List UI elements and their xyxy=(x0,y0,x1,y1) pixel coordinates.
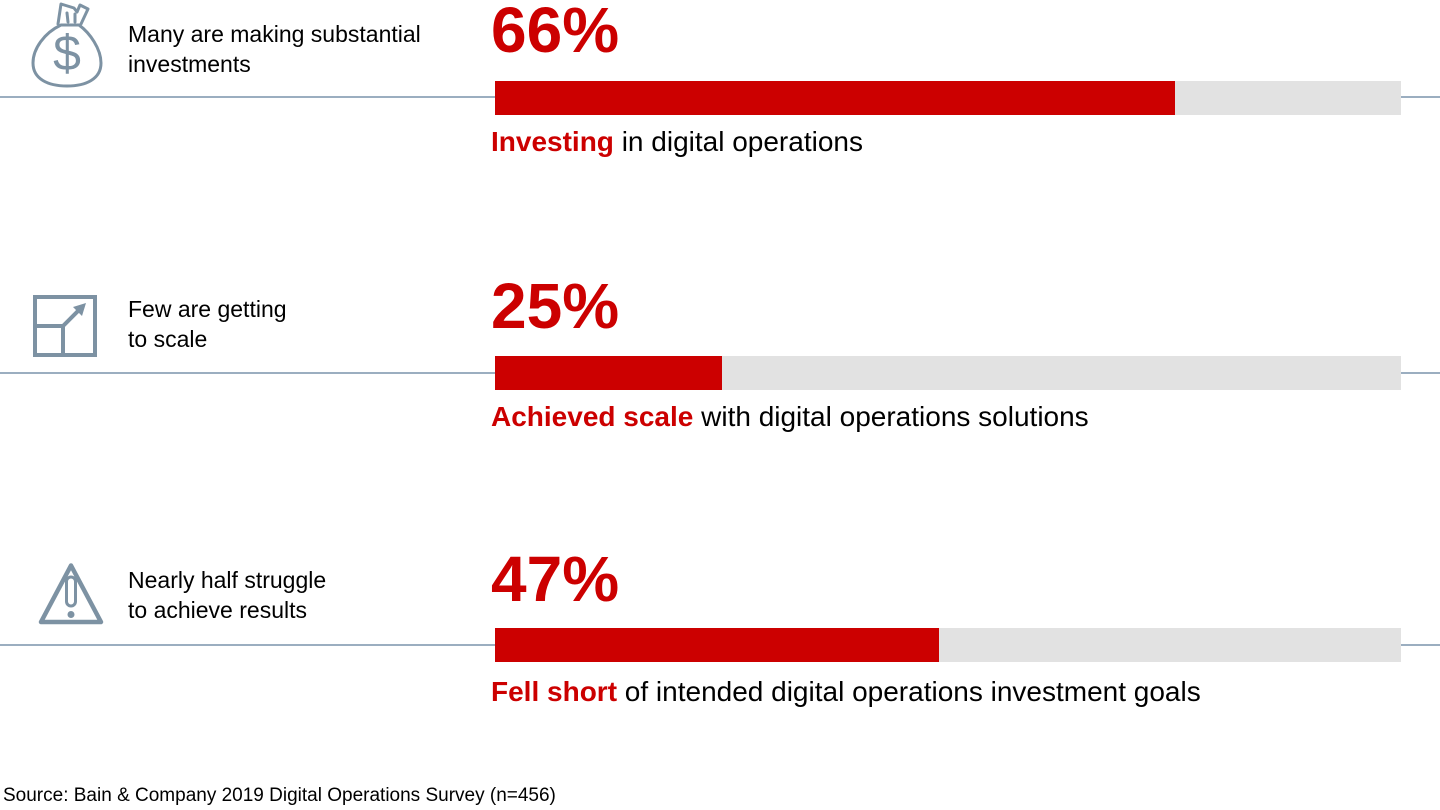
money-bag-icon: $ xyxy=(25,0,109,88)
row-caption: Achieved scale with digital operations s… xyxy=(491,400,1089,434)
row-value: 47% xyxy=(491,543,620,615)
warning-triangle-icon xyxy=(37,561,105,628)
row-caption: Investing in digital operations xyxy=(491,125,863,159)
caption-rest: in digital operations xyxy=(613,126,863,157)
row-label: Many are making substantial investments xyxy=(128,21,421,77)
caption-highlight: Investing xyxy=(491,126,614,157)
row-label: Nearly half struggle to achieve results xyxy=(128,567,327,623)
caption-rest: of intended digital operations investmen… xyxy=(617,676,1201,707)
svg-text:$: $ xyxy=(53,25,81,81)
bar-fill xyxy=(495,628,939,662)
caption-highlight: Fell short xyxy=(491,676,618,707)
bar-track xyxy=(495,81,1401,115)
bar-track xyxy=(495,356,1401,390)
scale-expand-icon xyxy=(33,295,97,357)
row-value: 66% xyxy=(491,0,620,66)
bar-fill xyxy=(495,356,722,390)
caption-rest: with digital operations solutions xyxy=(693,401,1089,432)
row-label: Few are getting to scale xyxy=(128,296,287,352)
source-note: Source: Bain & Company 2019 Digital Oper… xyxy=(3,785,556,806)
caption-highlight: Achieved scale xyxy=(491,401,694,432)
row-value: 25% xyxy=(491,270,620,342)
bar-fill xyxy=(495,81,1175,115)
bar-track xyxy=(495,628,1401,662)
row-caption: Fell short of intended digital operation… xyxy=(491,675,1201,709)
